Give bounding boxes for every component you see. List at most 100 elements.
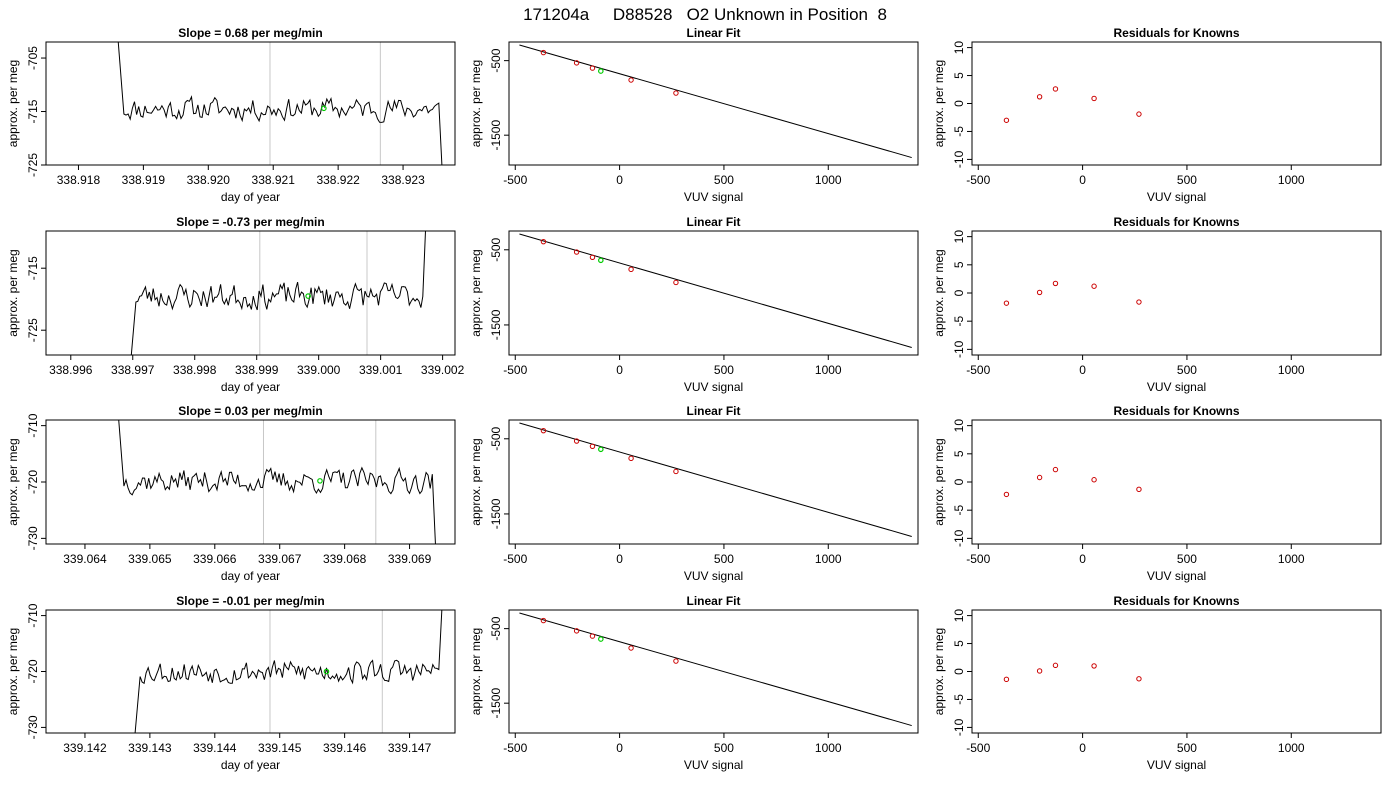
sample-marker	[321, 105, 327, 112]
x-tick-label: 339.000	[297, 363, 341, 377]
panel-3-1: Slope = 0.03 per meg/min 339.064 339.065 33…	[6, 404, 456, 583]
sample-marker	[323, 668, 330, 675]
data-point	[673, 468, 679, 475]
panel-2-1: Slope = -0.73 per meg/min 338.996 338.997 3…	[6, 215, 465, 394]
x-tick-label: 339.142	[63, 741, 107, 755]
x-tick-label: 339.065	[128, 552, 172, 566]
data-point	[628, 645, 634, 651]
x-axis-label: day of year	[221, 569, 280, 583]
x-tick-label: 1000	[1278, 363, 1305, 377]
data-point	[540, 49, 547, 56]
y-tick-label: -10	[952, 529, 966, 547]
x-tick-label: 339.068	[323, 552, 367, 566]
x-tick-label: 339.067	[258, 552, 302, 566]
x-axis-label: VUV signal	[684, 569, 743, 583]
panel-frame	[508, 41, 919, 166]
x-tick-label: 0	[616, 173, 623, 187]
data-series-line	[118, 420, 436, 544]
y-axis-label: approx. per meg	[6, 438, 20, 525]
y-tick-label: -1500	[489, 120, 503, 151]
x-tick-label: -500	[966, 363, 990, 377]
panel-frame	[971, 609, 1382, 734]
x-tick-label: 0	[1079, 741, 1086, 755]
data-point	[628, 266, 634, 273]
panel-4-3: Residuals for Knowns -500 0 500 1000 -10 -5 0 5 1…	[932, 594, 1382, 772]
data-point	[1091, 283, 1097, 289]
x-tick-label: 0	[1079, 552, 1086, 566]
x-tick-label: 500	[1177, 552, 1197, 566]
x-tick-label: 500	[1177, 363, 1197, 377]
sample-marker	[305, 293, 311, 299]
data-point	[540, 617, 547, 624]
y-tick-label: 5	[952, 450, 966, 457]
data-point	[1091, 663, 1097, 669]
data-point	[1136, 486, 1142, 493]
panel-title: Linear Fit	[686, 215, 740, 229]
y-axis-label: approx. per meg	[932, 438, 946, 525]
data-point	[573, 628, 580, 634]
y-tick-label: 5	[952, 72, 966, 79]
sample-marker	[598, 257, 604, 264]
data-point	[1052, 466, 1059, 473]
data-point	[673, 279, 679, 286]
x-tick-label: 338.999	[235, 363, 279, 377]
x-tick-label: 1000	[1278, 173, 1305, 187]
data-point	[628, 455, 634, 462]
x-tick-label: 1000	[815, 173, 842, 187]
data-point	[1003, 117, 1010, 123]
x-tick-label: 338.921	[252, 173, 296, 187]
y-tick-label: -500	[489, 616, 503, 640]
sample-marker	[598, 68, 604, 74]
panel-title: Slope = -0.73 per meg/min	[176, 215, 324, 229]
y-tick-label: -730	[26, 526, 40, 550]
panel-title: Linear Fit	[686, 26, 740, 40]
x-tick-label: 338.918	[57, 173, 101, 187]
x-tick-label: -500	[503, 552, 527, 566]
x-axis-label: day of year	[221, 380, 280, 394]
data-point	[1052, 280, 1059, 287]
data-point	[1036, 474, 1043, 481]
x-tick-label: 0	[1079, 363, 1086, 377]
y-tick-label: 10	[952, 230, 966, 244]
figure-title: 171204a D88528 O2 Unknown in Position 8	[523, 5, 887, 24]
data-point	[1036, 289, 1043, 296]
y-tick-label: -5	[952, 316, 966, 327]
y-axis-label: approx. per meg	[469, 60, 483, 147]
panel-frame	[508, 230, 919, 356]
y-tick-label: -500	[489, 48, 503, 72]
y-tick-label: 0	[952, 100, 966, 107]
panel-title: Residuals for Knowns	[1113, 594, 1239, 608]
data-point	[589, 443, 596, 450]
x-tick-label: 500	[714, 552, 734, 566]
x-tick-label: 0	[616, 552, 623, 566]
y-axis-label: approx. per meg	[6, 628, 20, 715]
y-tick-label: 10	[952, 419, 966, 433]
panel-title: Linear Fit	[686, 404, 740, 418]
panel-2-2: Linear Fit -500 0 500 1000 -1500 -500 VUV signa…	[469, 215, 919, 394]
x-tick-label: 339.143	[128, 741, 172, 755]
panel-frame	[971, 419, 1382, 545]
data-point	[573, 249, 580, 255]
x-tick-label: -500	[503, 363, 527, 377]
y-tick-label: -720	[26, 470, 40, 494]
y-tick-label: -10	[952, 340, 966, 358]
fit-line	[519, 233, 912, 348]
x-axis-label: day of year	[221, 758, 280, 772]
x-tick-label: 500	[1177, 173, 1197, 187]
y-tick-label: 0	[952, 668, 966, 675]
y-axis-label: approx. per meg	[6, 60, 20, 147]
panel-title: Residuals for Knowns	[1113, 404, 1239, 418]
x-axis-label: VUV signal	[1147, 758, 1206, 772]
y-tick-label: -10	[952, 718, 966, 736]
data-series-line	[134, 610, 443, 733]
data-point	[573, 60, 580, 66]
x-tick-label: 338.919	[122, 173, 166, 187]
x-tick-label: -500	[503, 173, 527, 187]
y-tick-label: -5	[952, 126, 966, 137]
x-tick-label: 339.002	[421, 363, 465, 377]
y-tick-label: -500	[489, 426, 503, 450]
data-point	[1036, 668, 1043, 674]
x-tick-label: 339.147	[388, 741, 432, 755]
y-tick-label: -705	[26, 46, 40, 70]
panel-4-1: Slope = -0.01 per meg/min 339.142 339.143 3…	[6, 594, 456, 772]
